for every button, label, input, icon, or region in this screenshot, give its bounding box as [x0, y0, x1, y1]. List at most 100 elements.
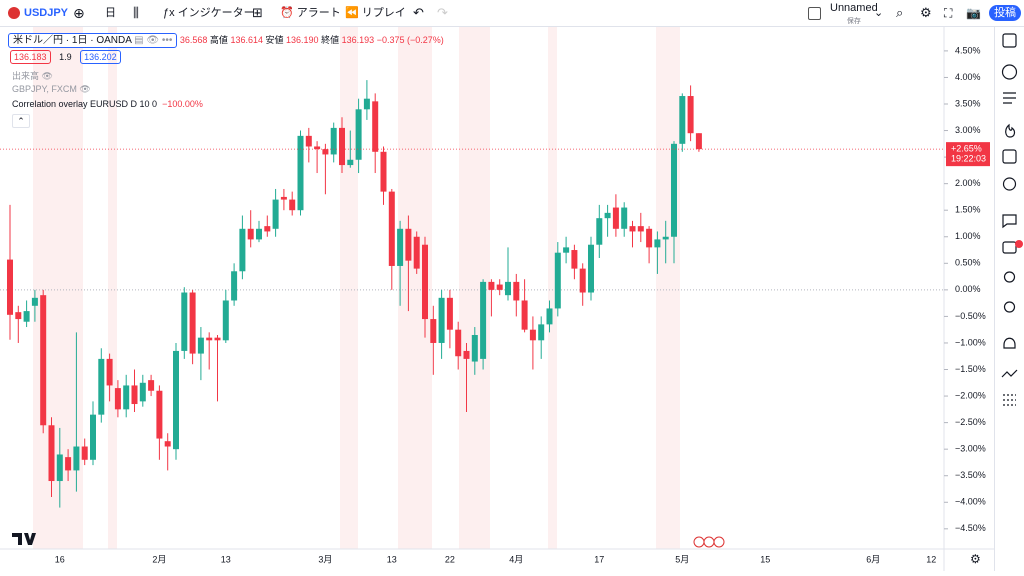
- streams-icon[interactable]: [1003, 271, 1016, 283]
- y-tick-label: −1.00%: [955, 337, 986, 347]
- candle-body: [197, 337, 204, 354]
- axis-settings[interactable]: ⚙: [970, 552, 981, 566]
- layouts[interactable]: ⊞: [252, 5, 263, 20]
- candle-body: [297, 135, 304, 211]
- candle-body: [98, 358, 105, 415]
- save-label: 保存: [846, 18, 861, 25]
- watchlist-icon[interactable]: [1002, 33, 1017, 48]
- trends-icon[interactable]: [1001, 369, 1018, 378]
- chart-type[interactable]: ⫼: [133, 5, 139, 20]
- news-icon[interactable]: [1003, 92, 1016, 104]
- last-value-box: [946, 142, 990, 167]
- candle-body: [214, 337, 221, 341]
- x-tick-label: 4月: [509, 554, 523, 564]
- candle-body: [139, 382, 146, 402]
- candle-body: [654, 239, 661, 248]
- y-tick-label: 4.00%: [955, 72, 981, 82]
- candle-body: [289, 199, 296, 211]
- candle-body: [48, 425, 55, 482]
- candle-body: [264, 226, 271, 232]
- chart: ⚙ 4.50%4.00%3.50%3.00%2.50%2.00%1.50%1.0…: [0, 27, 994, 571]
- high-value: 136.614: [230, 35, 263, 45]
- candle-body: [181, 292, 188, 351]
- x-tick-label: 13: [221, 554, 231, 564]
- candle-body: [23, 311, 30, 322]
- x-tick-label: 16: [55, 554, 65, 564]
- undo[interactable]: ↶: [413, 5, 424, 20]
- main-legend: 米ドル／円 · 1日 · OANDA ▤ 👁 ••• 36.568 高値 136…: [8, 31, 444, 48]
- candle-body: [31, 297, 38, 306]
- main-series[interactable]: 米ドル／円 · 1日 · OANDA ▤ 👁 •••: [8, 33, 178, 48]
- overlay-legend: Correlation overlay EURUSD D 10 0 −100.0…: [12, 99, 203, 109]
- candle-body: [513, 281, 520, 301]
- candle-body: [438, 297, 445, 343]
- y-tick-label: 0.50%: [955, 258, 981, 268]
- candle-body: [106, 358, 113, 386]
- interval[interactable]: 日: [105, 7, 116, 19]
- highlight: [656, 27, 680, 549]
- layout-menu[interactable]: ⌄: [874, 7, 884, 19]
- overlay-value: −100.00%: [162, 99, 203, 109]
- alerts-label: アラート: [296, 7, 341, 19]
- x-tick-label: 5月: [675, 554, 689, 564]
- calendar-icon[interactable]: [1002, 149, 1017, 164]
- indicators[interactable]: ƒx インジケーター: [163, 7, 255, 19]
- candle-body: [471, 334, 478, 362]
- highlight: [340, 27, 358, 549]
- alerts[interactable]: ⏰ アラート: [280, 7, 341, 19]
- layout-name: Unnamed: [830, 2, 878, 14]
- candle-body: [604, 212, 611, 219]
- tv-logo: [12, 533, 36, 545]
- right-sidebar: [994, 27, 1024, 571]
- ask[interactable]: 136.202: [80, 50, 121, 64]
- overlay-label: Correlation overlay EURUSD D 10 0: [12, 99, 158, 109]
- layout-checkbox[interactable]: [808, 0, 821, 26]
- publish[interactable]: 投稿: [989, 5, 1021, 21]
- indicators-label: インジケーター: [177, 7, 255, 19]
- candle-body: [189, 292, 196, 354]
- candle-body: [397, 228, 404, 266]
- candle-body: [621, 207, 628, 229]
- snapshot[interactable]: 📷: [966, 6, 981, 20]
- bell-icon[interactable]: [1003, 337, 1016, 349]
- candle-body: [355, 109, 362, 160]
- candle-body: [7, 259, 13, 315]
- hotlists-icon[interactable]: [1005, 123, 1016, 138]
- add-symbol[interactable]: ⊕: [73, 5, 85, 21]
- y-tick-label: 0.00%: [955, 284, 981, 294]
- dom-icon[interactable]: [1003, 394, 1016, 406]
- settings[interactable]: ⚙: [920, 5, 932, 20]
- ideas-icon[interactable]: [1002, 177, 1017, 191]
- bid[interactable]: 136.183: [10, 50, 51, 64]
- candle-body: [463, 350, 470, 359]
- change-value: −0.375 (−0.27%): [376, 35, 444, 45]
- chats-icon[interactable]: [1002, 214, 1017, 229]
- broadcast-icon[interactable]: [1003, 301, 1016, 313]
- close-label: 終値: [321, 35, 340, 45]
- candle-body: [612, 207, 619, 229]
- fullscreen[interactable]: ⛶: [944, 6, 953, 20]
- last-value-label: +2.65%: [951, 144, 982, 154]
- volume-legend: 出来高 👁: [12, 71, 53, 81]
- candle-body: [372, 101, 379, 152]
- candle-body: [173, 350, 179, 450]
- alerts-icon[interactable]: [1001, 64, 1018, 80]
- layout[interactable]: Unnamed 保存: [830, 0, 878, 25]
- collapse-legend[interactable]: ⌃: [12, 114, 30, 128]
- candle-body: [480, 281, 487, 359]
- replay[interactable]: ⏪ リプレイ: [345, 7, 406, 19]
- candle-body: [588, 244, 594, 293]
- candle-body: [679, 96, 686, 144]
- y-tick-label: −0.50%: [955, 311, 986, 321]
- candle-body: [596, 218, 603, 245]
- symbol-search[interactable]: USDJPY: [8, 0, 68, 26]
- candle-body: [305, 135, 312, 147]
- candle-body: [73, 446, 80, 471]
- candle-body: [380, 151, 387, 192]
- notifications-icon[interactable]: [1002, 241, 1017, 254]
- candle-body: [280, 196, 287, 200]
- y-tick-label: −4.00%: [955, 497, 986, 507]
- redo[interactable]: ↷: [437, 5, 448, 20]
- search[interactable]: ⌕: [896, 5, 904, 20]
- candle-body: [164, 441, 171, 447]
